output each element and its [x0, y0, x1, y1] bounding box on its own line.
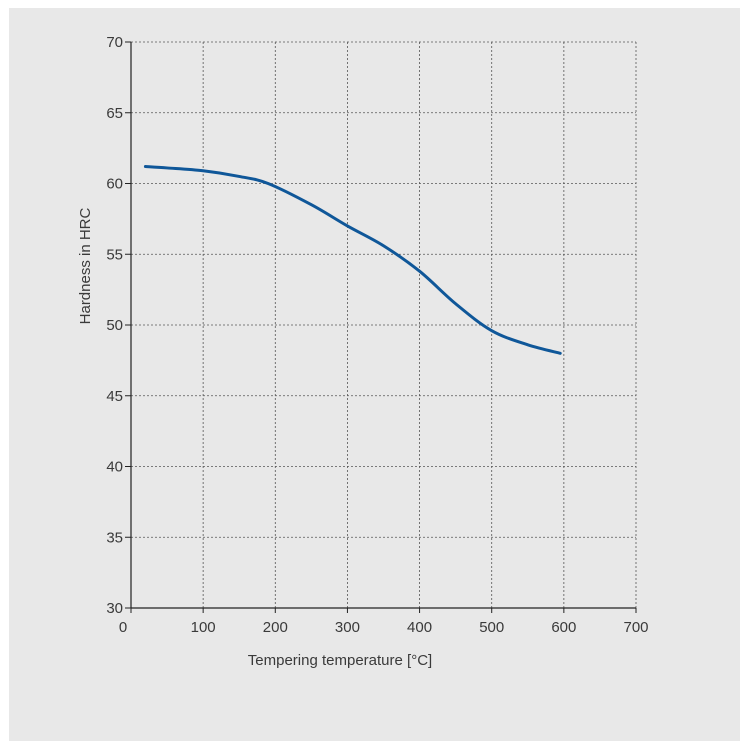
- y-tick-label: 60: [106, 176, 123, 193]
- x-axis-title: Tempering temperature [°C]: [248, 652, 432, 669]
- x-tick-label: 700: [623, 619, 648, 636]
- y-tick-label: 35: [106, 529, 123, 546]
- y-tick-label: 30: [106, 600, 123, 617]
- y-tick-label: 65: [106, 105, 123, 122]
- y-tick-label: 55: [106, 246, 123, 263]
- y-tick-label: 70: [106, 34, 123, 51]
- series: [143, 165, 562, 355]
- y-tick-label: 40: [106, 459, 123, 476]
- x-tick-label: 200: [263, 619, 288, 636]
- y-tick-label: 50: [106, 317, 123, 334]
- x-tick-label: 500: [479, 619, 504, 636]
- x-tick-label: 0: [119, 619, 127, 636]
- axes: [125, 41, 637, 613]
- x-tick-label: 600: [551, 619, 576, 636]
- series-line: [143, 165, 562, 355]
- x-tick-label: 400: [407, 619, 432, 636]
- grid: [131, 41, 637, 608]
- x-tick-label: 100: [191, 619, 216, 636]
- y-tick-label: 45: [106, 388, 123, 405]
- x-tick-label: 300: [335, 619, 360, 636]
- y-axis-title: Hardness in HRC: [77, 207, 94, 324]
